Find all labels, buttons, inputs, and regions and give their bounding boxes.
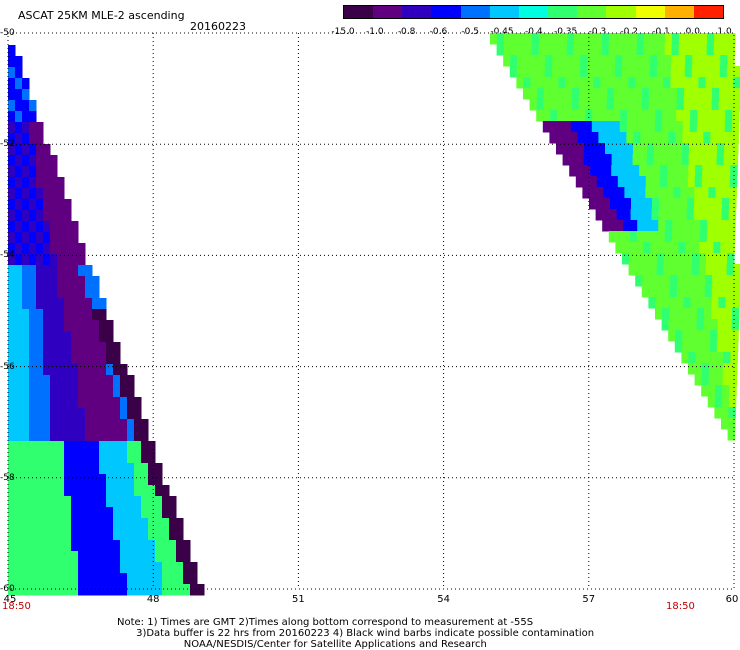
colorbar-label: -0.8 bbox=[397, 27, 416, 37]
colorbar-label: -0.2 bbox=[620, 27, 638, 37]
colorbar-segment-3 bbox=[431, 6, 461, 18]
colorbar-label: -0.1 bbox=[652, 27, 670, 37]
note-line-3: NOAA/NESDIS/Center for Satellite Applica… bbox=[183, 639, 487, 650]
colorbar-label: -0.35 bbox=[553, 27, 578, 37]
colorbar-label: -0.5 bbox=[461, 27, 479, 37]
colorbar-labels: -15.0 -1.0 -0.8 -0.6 -0.5 -0.45 -0.4 -0.35 -0.3 -… bbox=[330, 27, 734, 39]
colorbar-label: -0.45 bbox=[490, 27, 514, 37]
colorbar-segment-7 bbox=[548, 6, 578, 18]
colorbar-segment-1 bbox=[373, 6, 403, 18]
footnote: Note: 1) Times are GMT 2)Times along bot… bbox=[117, 617, 594, 650]
colorbar-label: -0.6 bbox=[429, 27, 448, 37]
note-line-2: 3)Data buffer is 22 hrs from 20160223 4)… bbox=[136, 628, 595, 639]
left-time-label: 18:50 bbox=[2, 601, 31, 612]
plot-frame bbox=[7, 32, 735, 590]
lat-label: -56 bbox=[0, 361, 15, 372]
colorbar-label: 1.0 bbox=[717, 27, 732, 37]
colorbar-segment-9 bbox=[606, 6, 636, 18]
lat-label: -60 bbox=[0, 584, 15, 594]
lon-label: 51 bbox=[292, 594, 305, 605]
colorbar-segment-10 bbox=[635, 6, 665, 18]
colorbar-segment-8 bbox=[577, 6, 607, 18]
colorbar-label: -15.0 bbox=[331, 27, 355, 37]
colorbar-label: -0.3 bbox=[588, 27, 607, 37]
lon-label: 48 bbox=[146, 594, 160, 605]
lat-label: -54 bbox=[0, 250, 15, 261]
plot-title: ASCAT 25KM MLE-2 ascending bbox=[18, 9, 185, 22]
colorbar-segment-11 bbox=[664, 6, 694, 18]
colorbar-segment-0 bbox=[344, 6, 374, 18]
colorbar-segment-5 bbox=[489, 6, 519, 18]
lat-label: -58 bbox=[0, 472, 15, 483]
note-line-1: Note: 1) Times are GMT 2)Times along bot… bbox=[117, 617, 534, 628]
colorbar-label: -0.4 bbox=[525, 27, 543, 37]
lat-lon-grid bbox=[8, 33, 734, 589]
colorbar-segment-12 bbox=[693, 6, 724, 18]
lon-label: 60 bbox=[725, 594, 739, 605]
swath-cells bbox=[8, 33, 740, 596]
right-time-label: 18:50 bbox=[666, 601, 695, 612]
colorbar-segment-4 bbox=[460, 6, 490, 18]
plot-date: 20160223 bbox=[190, 20, 246, 33]
lon-label: 54 bbox=[437, 594, 450, 605]
colorbar-label: -1.0 bbox=[366, 27, 384, 37]
colorbar-segment-6 bbox=[518, 6, 549, 18]
colorbar-segment-2 bbox=[402, 6, 432, 18]
lat-label: -50 bbox=[0, 28, 15, 38]
lon-label: 57 bbox=[582, 594, 596, 605]
lon-label: 45 bbox=[3, 594, 17, 605]
lat-label: -52 bbox=[0, 139, 15, 150]
colorbar bbox=[343, 5, 724, 19]
colorbar-label: 0.0 bbox=[685, 27, 700, 37]
